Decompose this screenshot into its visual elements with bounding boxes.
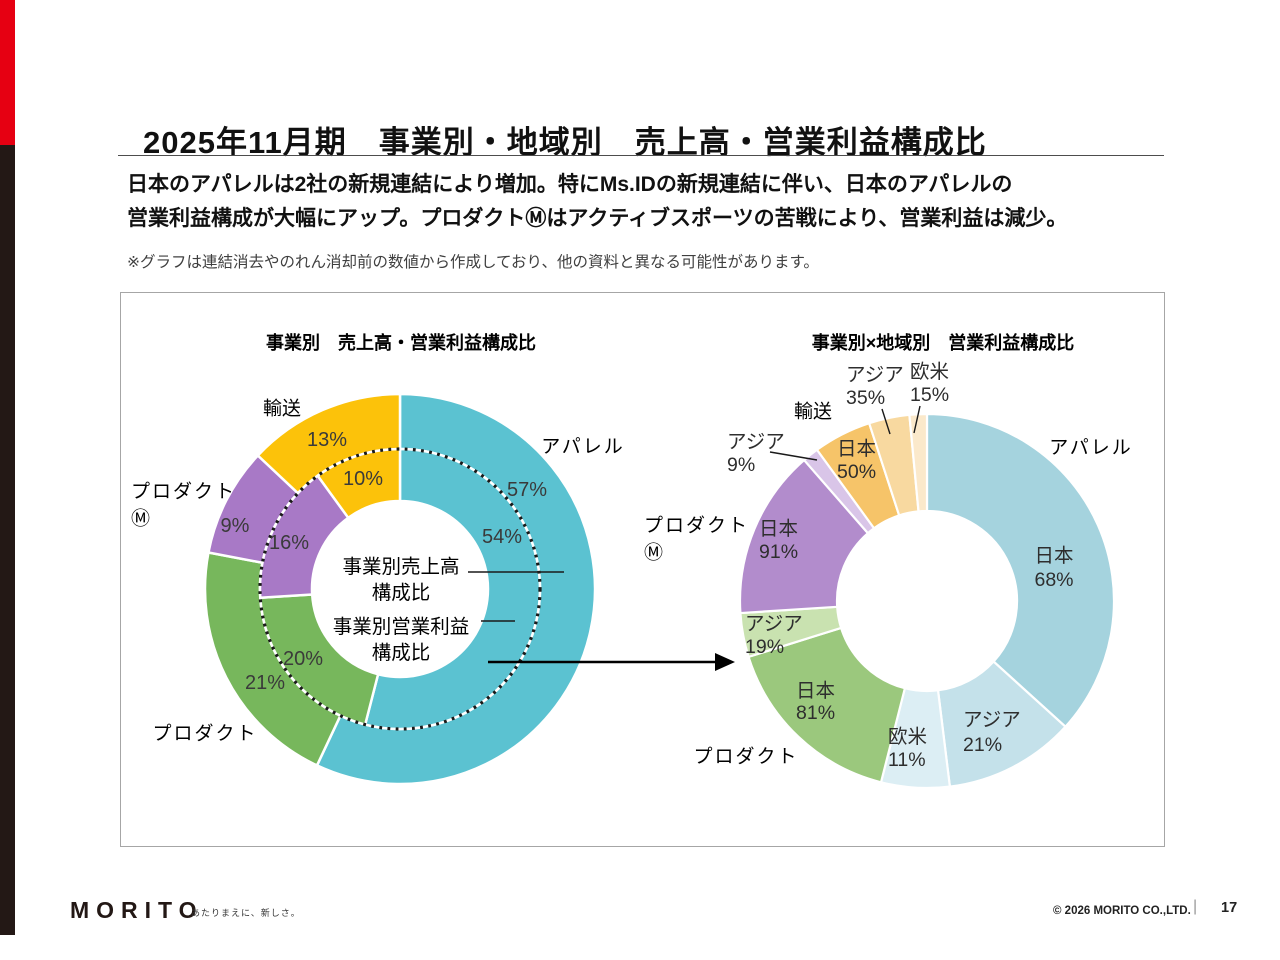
footnote: ※グラフは連結消去やのれん消却前の数値から作成しており、他の資料と異なる可能性が… (127, 254, 819, 271)
left-donut-pct-inner-輸送: 10% (343, 468, 383, 490)
left-donut-pct-outer-プロダクト: 21% (245, 672, 285, 694)
right-chart-title: 事業別×地域別 営業利益構成比 (811, 333, 1075, 353)
summary-line-1: 日本のアパレルは2社の新規連結により増加。特にMs.IDの新規連結に伴い、日本の… (127, 173, 1013, 196)
right-donut-segment-アパレル-日本 (925, 412, 1116, 728)
right-donut-segment-プロダクト-日本 (747, 626, 906, 784)
right-donut-label-プロダクト-アジア: アジア 19% (745, 613, 803, 658)
right-donut-label-アパレル-アジア: アジア 21% (963, 709, 1021, 756)
profit-breakdown-arrowhead (715, 653, 735, 671)
left-donut-pct-inner-アパレル: 54% (482, 526, 522, 548)
page-number: 17 (1221, 900, 1238, 916)
center-label-sales-ratio: 事業別売上高構成比 (342, 556, 459, 604)
right-donut-label-アパレル-日本: 日本 68% (1034, 545, 1073, 591)
right-donut-business-label-輸送: 輸送 (794, 401, 832, 423)
left-donut-segment-inner-アパレル (363, 447, 542, 731)
left-donut-category-label-輸送: 輸送 (263, 398, 301, 420)
left-donut-pct-inner-プロダクト: 20% (283, 648, 323, 670)
left-donut-category-label-プロダクト: プロダクト (152, 723, 257, 745)
right-donut-label-アパレル-欧米: 欧米 11% (888, 726, 927, 771)
left-chart-title: 事業別 売上高・営業利益構成比 (266, 333, 536, 353)
right-donut-label-プロダクトⓂ-日本: 日本 91% (759, 518, 798, 563)
right-donut-segment-輸送-欧米 (908, 412, 929, 513)
leader-line-プロダクトⓂ-アジア (769, 451, 818, 461)
left-donut-pct-outer-輸送: 13% (307, 429, 347, 451)
left-donut-category-label-プロダクトⓂ: プロダクトⓂ (131, 481, 236, 530)
slide-summary: 日本のアパレルは2社の新規連結により増加。特にMs.IDの新規連結に伴い、日本の… (127, 168, 1187, 235)
accent-bar-red (0, 0, 15, 145)
center-label-profit-ratio: 事業別営業利益構成比 (333, 616, 470, 664)
page-title: 2025年11月期 事業別・地域別 売上高・営業利益構成比 (143, 124, 987, 160)
operating-profit-ring-highlight (258, 447, 542, 731)
left-donut-category-label-アパレル: アパレル (541, 437, 625, 458)
right-donut-business-label-アパレル: アパレル (1049, 438, 1133, 459)
right-donut-label-プロダクト-日本: 日本 81% (796, 680, 835, 724)
leader-line-輸送-欧米 (913, 405, 921, 434)
morito-logo: MORITO (70, 897, 204, 923)
footer-separator: | (1193, 898, 1198, 915)
right-donut-label-輸送-欧米: 欧米 15% (910, 361, 949, 406)
right-donut-label-プロダクトⓂ-アジア: アジア 9% (727, 431, 785, 476)
left-donut-pct-outer-アパレル: 57% (507, 479, 547, 501)
leader-line-輸送-アジア (881, 408, 891, 435)
title-divider (118, 155, 1164, 156)
left-donut-pct-outer-プロダクトⓂ: 9% (221, 515, 250, 537)
left-donut-pct-inner-プロダクトⓂ: 16% (269, 532, 309, 554)
right-donut-segment-プロダクトⓂ-日本 (738, 458, 869, 615)
logo-tagline: あたりまえに、新しさ。 (191, 908, 301, 918)
accent-bar-black (0, 145, 15, 935)
right-donut-business-label-プロダクト: プロダクト (693, 746, 798, 768)
right-donut-label-輸送-アジア: アジア 35% (846, 364, 904, 409)
copyright-text: © 2026 MORITO CO.,LTD. (1053, 905, 1191, 917)
summary-line-2: 営業利益構成が大幅にアップ。プロダクトⓂはアクティブスポーツの苦戦により、営業利… (127, 206, 1068, 230)
chart-panel: 事業別 売上高・営業利益構成比 事業別×地域別 営業利益構成比 57% 21% 9%… (120, 292, 1165, 847)
right-donut-label-輸送-日本: 日本 50% (837, 438, 876, 483)
right-donut-business-label-プロダクトⓂ: プロダクトⓂ (644, 515, 749, 564)
